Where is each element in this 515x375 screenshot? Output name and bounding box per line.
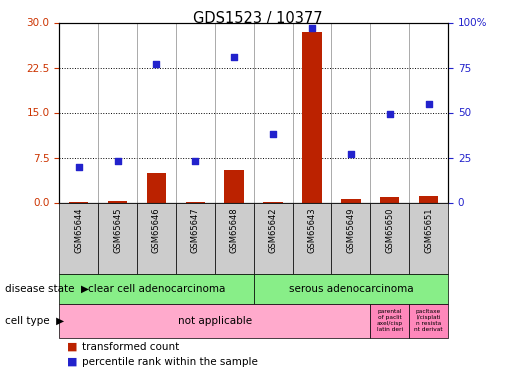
Bar — [225, 170, 244, 202]
Text: GSM65645: GSM65645 — [113, 207, 122, 253]
Text: serous adenocarcinoma: serous adenocarcinoma — [288, 284, 413, 294]
Text: GSM65650: GSM65650 — [385, 207, 394, 253]
Bar — [147, 172, 166, 202]
Bar — [370, 304, 409, 338]
Bar — [176, 202, 215, 274]
Text: GSM65646: GSM65646 — [152, 207, 161, 253]
Bar — [59, 202, 98, 274]
Text: GSM65644: GSM65644 — [74, 207, 83, 253]
Text: ■: ■ — [67, 357, 77, 367]
Point — [308, 25, 316, 31]
Bar — [419, 196, 438, 202]
Text: GSM65649: GSM65649 — [347, 207, 355, 253]
Point — [424, 100, 433, 106]
Text: transformed count: transformed count — [82, 342, 180, 352]
Text: ■: ■ — [67, 342, 77, 352]
Bar — [59, 304, 370, 338]
Bar — [253, 202, 293, 274]
Point — [113, 158, 122, 164]
Text: GSM65651: GSM65651 — [424, 207, 433, 253]
Point — [230, 54, 238, 60]
Bar — [409, 304, 448, 338]
Text: parental
of paclit
axel/cisp
latin deri: parental of paclit axel/cisp latin deri — [376, 309, 403, 332]
Text: cell type  ▶: cell type ▶ — [5, 316, 64, 326]
Point — [152, 61, 161, 67]
Point — [347, 151, 355, 157]
Text: pacltaxe
l/cisplati
n resista
nt derivat: pacltaxe l/cisplati n resista nt derivat — [414, 309, 443, 332]
Point — [269, 131, 277, 137]
Bar — [409, 202, 448, 274]
Bar — [302, 32, 322, 202]
Point — [386, 111, 394, 117]
Bar — [380, 197, 400, 202]
Text: GSM65642: GSM65642 — [269, 207, 278, 253]
Text: not applicable: not applicable — [178, 316, 252, 326]
Text: percentile rank within the sample: percentile rank within the sample — [82, 357, 259, 367]
Bar — [108, 201, 127, 202]
Text: disease state  ▶: disease state ▶ — [5, 284, 89, 294]
Bar — [341, 199, 360, 202]
Bar — [253, 274, 448, 304]
Text: GSM65647: GSM65647 — [191, 207, 200, 253]
Bar — [332, 202, 370, 274]
Bar — [98, 202, 137, 274]
Bar — [293, 202, 332, 274]
Bar — [215, 202, 253, 274]
Text: clear cell adenocarcinoma: clear cell adenocarcinoma — [88, 284, 225, 294]
Point — [191, 158, 199, 164]
Text: GDS1523 / 10377: GDS1523 / 10377 — [193, 11, 322, 26]
Bar — [137, 202, 176, 274]
Text: GSM65643: GSM65643 — [307, 207, 316, 253]
Point — [75, 164, 83, 170]
Bar — [370, 202, 409, 274]
Text: GSM65648: GSM65648 — [230, 207, 238, 253]
Bar — [59, 274, 253, 304]
